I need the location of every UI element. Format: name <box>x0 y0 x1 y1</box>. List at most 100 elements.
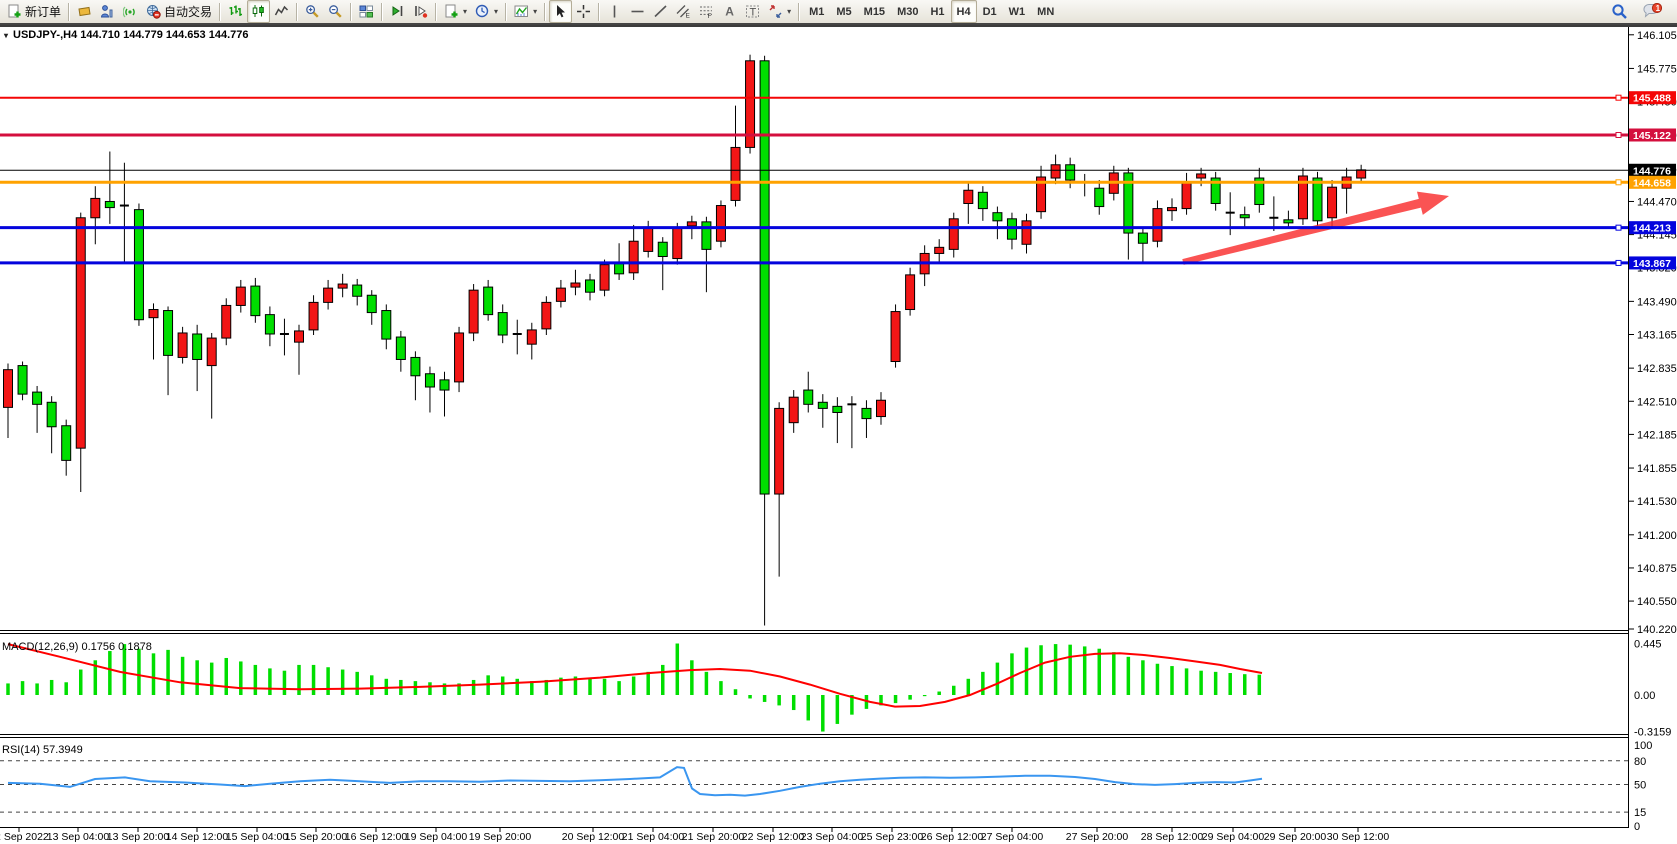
price-tick-label: 141.200 <box>1637 530 1677 542</box>
macd-bar <box>151 653 156 695</box>
price-tag-145.122 <box>1629 128 1676 142</box>
tile-windows-button[interactable] <box>355 0 378 23</box>
timeframe-h1-button[interactable]: H1 <box>930 5 945 18</box>
tline-icon <box>653 4 668 19</box>
timeframe-m30-button[interactable]: M30 <box>897 5 919 18</box>
candle <box>410 356 421 377</box>
trendline-tool-button[interactable] <box>649 0 672 23</box>
chevron-down-icon[interactable]: ▾ <box>494 7 499 16</box>
candle <box>1210 177 1221 205</box>
macd-bar <box>340 669 345 695</box>
price-tick-label: 140.220 <box>1637 624 1677 636</box>
shapes-icon <box>768 4 783 19</box>
macd-bar <box>1213 671 1218 695</box>
candle <box>264 314 275 335</box>
timeframe-mn-button[interactable]: MN <box>1037 5 1055 18</box>
rsi-axis-label: 80 <box>1634 756 1646 768</box>
candle <box>1065 164 1076 181</box>
profiles-button[interactable]: ▾ <box>471 0 502 23</box>
hline-handle[interactable] <box>1615 224 1622 231</box>
candle <box>730 146 741 201</box>
vertical-line-tool-button[interactable] <box>603 0 626 23</box>
candlestick-mode-button[interactable] <box>247 0 271 23</box>
market-watch-button[interactable] <box>73 0 96 23</box>
navigator-button[interactable] <box>96 0 119 23</box>
fibonacci-tool-button[interactable]: F <box>695 0 718 23</box>
timeframe-m5-button[interactable]: M5 <box>836 5 852 18</box>
toolbar-separator <box>350 2 353 21</box>
new-order-button[interactable]: 新订单 <box>3 0 65 23</box>
chart-canvas[interactable]: 146.105145.775145.450145.120144.795144.4… <box>0 25 1677 844</box>
macd-bar <box>428 682 432 695</box>
timeframe-m1-button[interactable]: M1 <box>809 5 825 18</box>
macd-bar <box>893 695 898 704</box>
cursor-tool-button[interactable] <box>549 0 573 23</box>
new-chart-button[interactable]: ▾ <box>440 0 471 23</box>
auto-scroll-button[interactable] <box>409 0 432 23</box>
rsi-line <box>7 766 1263 797</box>
chevron-down-icon[interactable]: ▾ <box>463 7 468 16</box>
macd-bar <box>35 683 39 695</box>
candle <box>526 329 537 345</box>
candle <box>745 60 756 148</box>
zoom-in-button[interactable] <box>301 0 324 23</box>
candle <box>177 332 188 358</box>
macd-bar <box>1010 653 1014 695</box>
candle <box>337 283 348 289</box>
timeframe-m15-button[interactable]: M15 <box>863 5 886 18</box>
candle <box>1254 177 1265 206</box>
line-chart-mode-button[interactable] <box>270 0 293 23</box>
zoom-out-button[interactable] <box>324 0 347 23</box>
chart-shift-button[interactable] <box>386 0 409 23</box>
text-t-icon: T <box>745 4 760 19</box>
macd-bar <box>1053 644 1058 695</box>
label-tool-button[interactable]: T <box>741 0 764 23</box>
macd-bar <box>195 660 199 695</box>
candle <box>541 301 552 330</box>
chevron-down-icon[interactable]: ▾ <box>787 7 792 16</box>
notifications-button[interactable]: 1 <box>1638 0 1666 23</box>
horizontal-line-tool-button[interactable] <box>626 0 649 23</box>
macd-bar <box>209 662 214 695</box>
search-button[interactable] <box>1607 0 1632 23</box>
hline-handle[interactable] <box>1615 94 1622 101</box>
time-tick-label: 15 Sep 20:00 <box>285 831 348 843</box>
macd-bar <box>515 678 519 695</box>
timeframe-w1-button[interactable]: W1 <box>1008 5 1026 18</box>
indicators-button[interactable]: ▾ <box>510 0 541 23</box>
timeframe-h4-button[interactable]: H4 <box>950 0 977 23</box>
candle <box>192 333 203 360</box>
candle <box>715 205 726 242</box>
channel-tool-button[interactable]: E <box>672 0 695 23</box>
price-tag-143.867 <box>1629 256 1676 270</box>
hline-handle[interactable] <box>1615 179 1622 186</box>
time-tick-label: 19 Sep 20:00 <box>469 831 532 843</box>
terminal-button[interactable] <box>119 0 142 23</box>
macd-panel[interactable]: 0.445 0.00 -0.3159 <box>6 639 1671 739</box>
text-tool-button[interactable]: A <box>718 0 741 23</box>
auto-trading-button-label: 自动交易 <box>164 5 213 19</box>
svg-text:A: A <box>725 5 734 19</box>
macd-bar <box>268 668 272 695</box>
timeframe-d1-button[interactable]: D1 <box>982 5 997 18</box>
crosshair-tool-button[interactable] <box>572 0 595 23</box>
macd-bar <box>602 678 607 695</box>
candle <box>657 241 668 258</box>
auto-trading-button[interactable]: 自动交易 <box>142 0 216 23</box>
chevron-down-icon[interactable]: ▾ <box>533 7 538 16</box>
rsi-axis-label: 50 <box>1634 780 1646 792</box>
candle <box>221 304 232 339</box>
rsi-panel[interactable]: 100 80 50 15 0 <box>0 740 1652 833</box>
hline-handle[interactable] <box>1615 132 1622 138</box>
bar-chart-mode-button[interactable] <box>224 0 247 23</box>
candle <box>1196 173 1207 179</box>
arrows-tool-button[interactable]: ▾ <box>764 0 795 23</box>
hline-handle[interactable] <box>1615 259 1622 266</box>
macd-bar <box>1155 663 1160 695</box>
candle <box>1283 219 1294 224</box>
candle <box>294 330 304 343</box>
chart-menu-arrow-icon[interactable]: ▾ <box>4 30 9 40</box>
doc-drop-icon <box>444 4 459 19</box>
toolbar-separator <box>219 2 222 21</box>
